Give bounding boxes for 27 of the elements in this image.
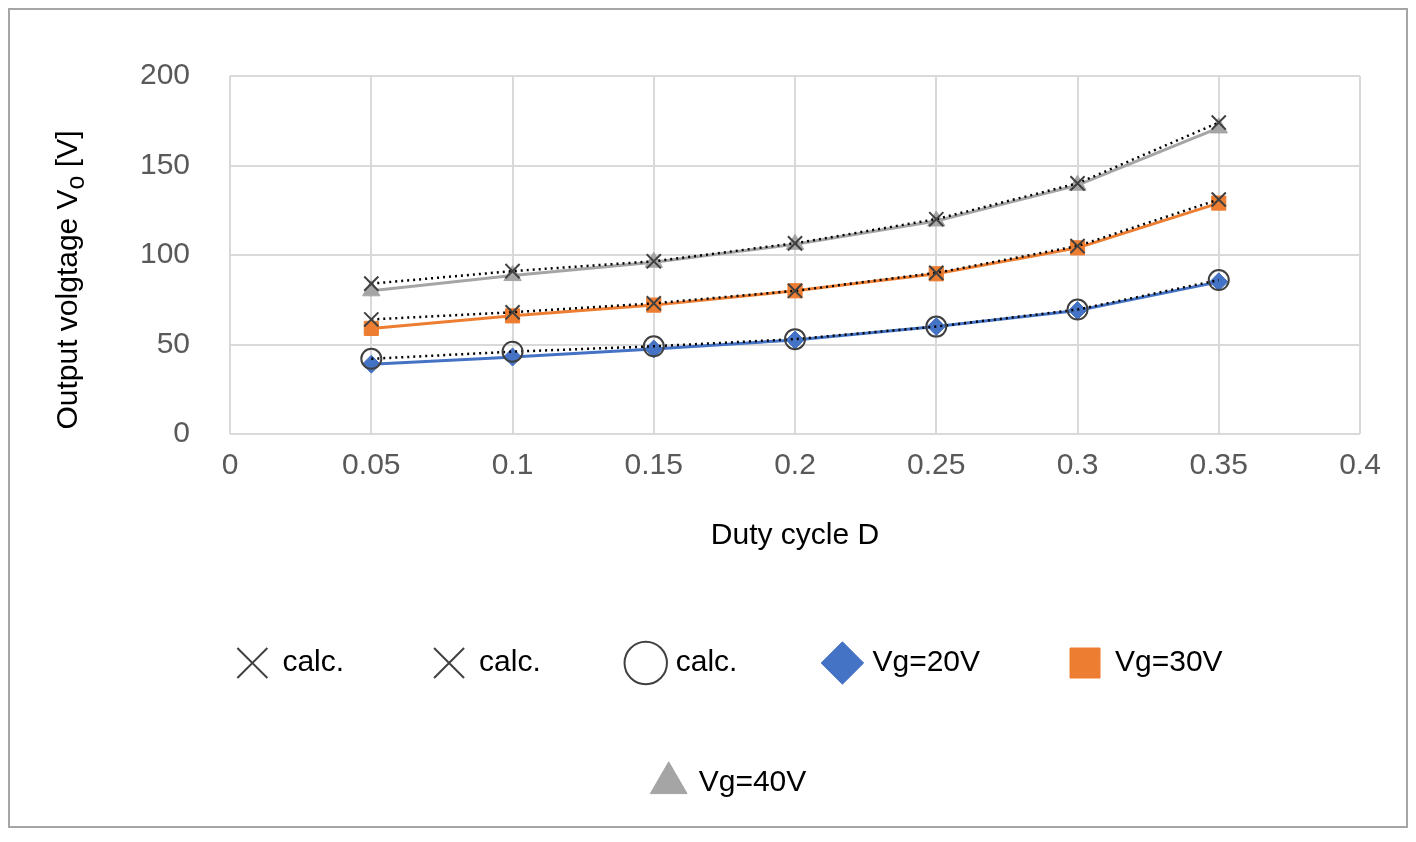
y-tick-label: 200 [139,57,191,91]
legend-label: Vg=30V [1115,644,1223,678]
x-tick-label: 0.4 [1339,447,1381,481]
point [501,340,524,363]
point [1210,191,1227,208]
y-tick-label: 50 [156,325,191,359]
point [360,347,383,370]
x-tick-label: 0 [221,447,239,481]
point [504,304,521,321]
point [363,311,380,328]
y-tick-label: 100 [139,236,191,270]
x-tick-label: 0.3 [1056,447,1099,481]
point [363,275,380,292]
legend-label: Vg=20V [872,644,981,678]
x-tick-label: 0.25 [907,447,966,481]
x-tick-label: 0.05 [342,447,401,481]
x-tick-label: 0.1 [491,447,534,481]
legend-label: calc. [675,644,738,678]
legend-label: Vg=40V [698,764,807,798]
x-tick-label: 0.35 [1189,447,1248,481]
x-axis-title: Duty cycle D [710,517,880,551]
y-tick-label: 0 [173,415,191,449]
legend-label: calc. [282,644,345,678]
x-tick-label: 0.2 [774,447,816,481]
y-tick-label: 150 [139,146,191,180]
legend-label: calc. [479,644,541,678]
x-tick-label: 0.15 [624,447,683,481]
